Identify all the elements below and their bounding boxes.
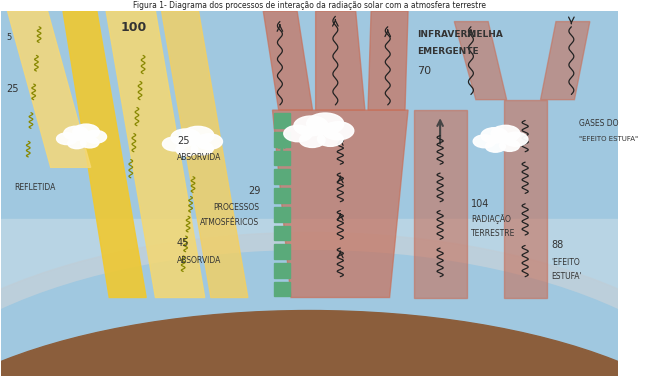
- Ellipse shape: [307, 113, 344, 134]
- Text: RADIAÇÃO: RADIAÇÃO: [471, 215, 510, 224]
- Text: "EFEITO ESTUFA": "EFEITO ESTUFA": [579, 136, 639, 142]
- Text: ATMOSFÉRICOS: ATMOSFÉRICOS: [200, 218, 259, 227]
- Bar: [274, 132, 290, 147]
- Polygon shape: [316, 11, 365, 110]
- Bar: [274, 226, 290, 240]
- Ellipse shape: [300, 133, 325, 147]
- Text: 100: 100: [121, 20, 147, 34]
- Ellipse shape: [0, 251, 647, 377]
- Ellipse shape: [176, 143, 198, 156]
- Ellipse shape: [195, 134, 223, 149]
- Bar: [274, 151, 290, 165]
- Bar: [274, 207, 290, 222]
- Polygon shape: [454, 21, 507, 100]
- Bar: [1, 219, 618, 375]
- Text: 104: 104: [471, 199, 489, 209]
- Text: ESTUFA': ESTUFA': [551, 272, 582, 281]
- Ellipse shape: [162, 137, 187, 151]
- Text: REFLETIDA: REFLETIDA: [15, 183, 56, 192]
- Bar: [274, 244, 290, 259]
- Ellipse shape: [318, 132, 343, 146]
- Text: PROCESSOS: PROCESSOS: [213, 204, 259, 213]
- Text: 'EFEITO: 'EFEITO: [551, 257, 580, 267]
- Title: Figura 1- Diagrama dos processos de interação da radiação solar com a atmosfera : Figura 1- Diagrama dos processos de inte…: [133, 2, 486, 11]
- Ellipse shape: [322, 122, 354, 140]
- Ellipse shape: [192, 142, 214, 155]
- Text: 70: 70: [417, 66, 432, 76]
- Text: 29: 29: [248, 186, 260, 196]
- Text: ABSORVIDA: ABSORVIDA: [177, 256, 221, 265]
- Text: GASES DO: GASES DO: [579, 119, 619, 127]
- Text: 25: 25: [6, 84, 19, 94]
- Polygon shape: [368, 11, 408, 110]
- Polygon shape: [540, 21, 590, 100]
- Text: 25: 25: [177, 136, 190, 146]
- Polygon shape: [272, 110, 408, 297]
- Text: 5: 5: [6, 33, 12, 42]
- Text: EMERGENTE: EMERGENTE: [417, 47, 479, 56]
- Polygon shape: [263, 11, 313, 110]
- Polygon shape: [414, 110, 466, 297]
- Ellipse shape: [73, 124, 100, 139]
- Polygon shape: [106, 11, 204, 297]
- Ellipse shape: [503, 132, 528, 146]
- Ellipse shape: [294, 116, 328, 136]
- Ellipse shape: [68, 138, 86, 149]
- Text: ABSORVIDA: ABSORVIDA: [177, 153, 221, 162]
- Bar: [274, 169, 290, 184]
- Ellipse shape: [84, 130, 107, 143]
- Bar: [274, 188, 290, 203]
- Ellipse shape: [499, 140, 520, 151]
- Ellipse shape: [182, 126, 214, 145]
- Polygon shape: [63, 11, 146, 297]
- Ellipse shape: [485, 141, 505, 152]
- Bar: [274, 263, 290, 278]
- Ellipse shape: [473, 135, 496, 148]
- Ellipse shape: [284, 125, 313, 142]
- Text: INFRAVERMELHA: INFRAVERMELHA: [417, 30, 503, 39]
- Ellipse shape: [171, 129, 201, 146]
- Ellipse shape: [81, 137, 99, 148]
- Text: 88: 88: [551, 241, 564, 250]
- Polygon shape: [162, 11, 248, 297]
- Ellipse shape: [481, 128, 508, 143]
- Ellipse shape: [64, 126, 88, 140]
- Bar: [274, 282, 290, 296]
- Ellipse shape: [0, 233, 647, 377]
- Polygon shape: [8, 11, 91, 167]
- Ellipse shape: [491, 125, 520, 142]
- Text: 45: 45: [177, 238, 190, 248]
- Ellipse shape: [0, 311, 647, 377]
- Text: TERRESTRE: TERRESTRE: [471, 230, 515, 239]
- Bar: [274, 113, 290, 128]
- Polygon shape: [503, 100, 547, 297]
- Ellipse shape: [56, 133, 77, 144]
